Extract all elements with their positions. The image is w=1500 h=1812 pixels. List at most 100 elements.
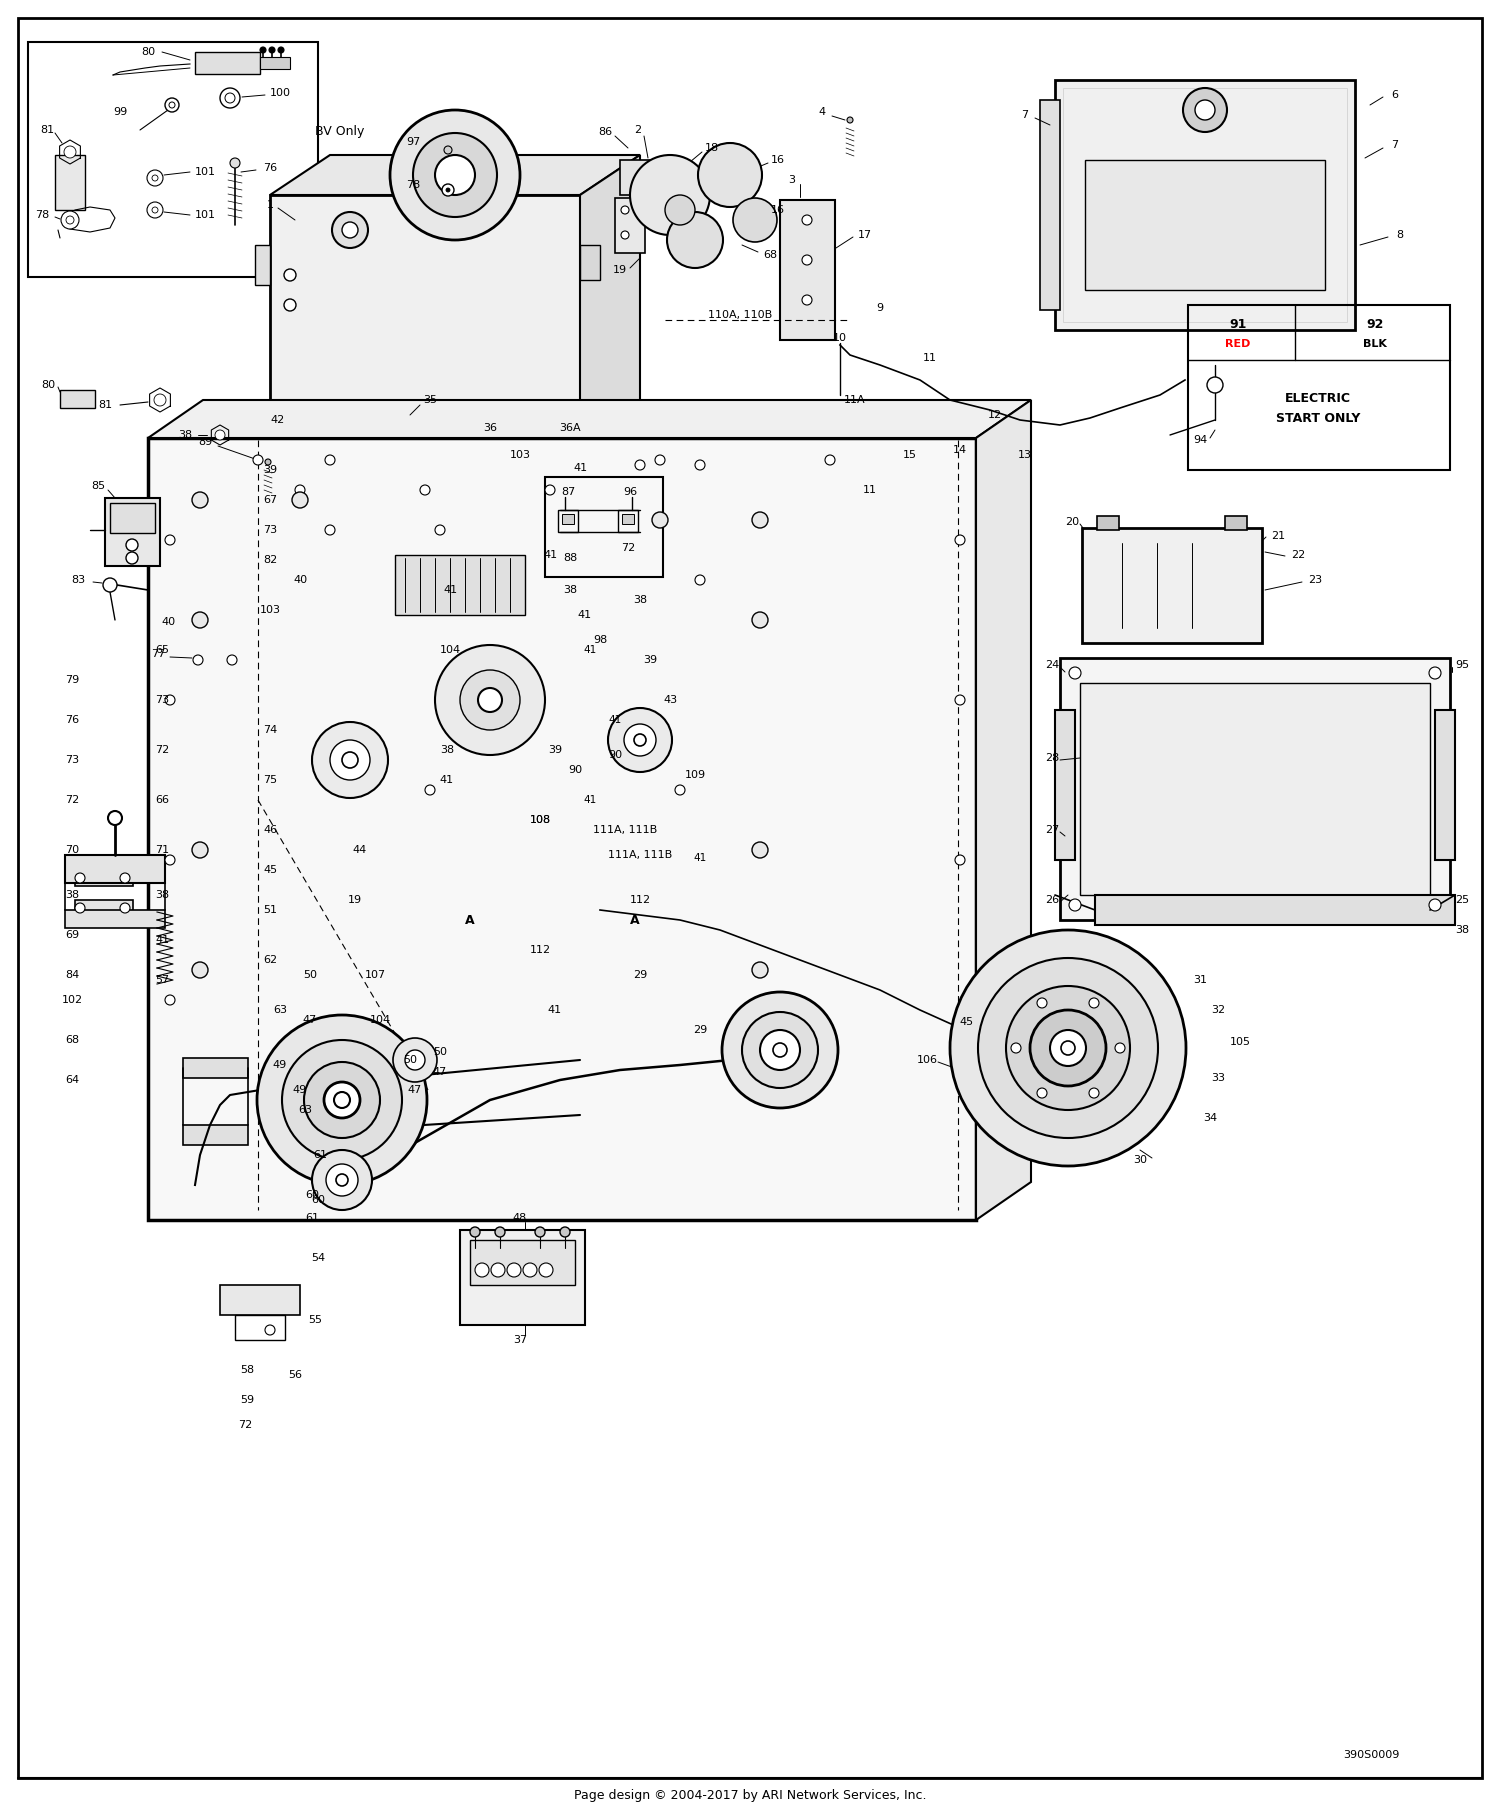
Circle shape xyxy=(495,1227,506,1238)
Text: 90: 90 xyxy=(608,750,622,759)
Text: 45: 45 xyxy=(960,1017,974,1027)
Circle shape xyxy=(652,513,668,527)
Circle shape xyxy=(424,785,435,795)
Circle shape xyxy=(260,47,266,53)
Bar xyxy=(394,554,525,614)
Circle shape xyxy=(1036,998,1047,1007)
Bar xyxy=(1080,683,1430,895)
Text: 41: 41 xyxy=(693,853,706,863)
Bar xyxy=(260,56,290,69)
Text: 41: 41 xyxy=(548,1006,562,1015)
Circle shape xyxy=(152,176,157,181)
Text: 41: 41 xyxy=(573,464,586,473)
Text: 42: 42 xyxy=(272,415,285,426)
Circle shape xyxy=(170,101,176,109)
Text: 41: 41 xyxy=(609,716,621,725)
Text: 108: 108 xyxy=(530,815,550,824)
Bar xyxy=(195,53,260,74)
Text: 99: 99 xyxy=(112,107,128,118)
Circle shape xyxy=(296,486,304,495)
Text: 16: 16 xyxy=(771,156,784,165)
Circle shape xyxy=(956,855,964,864)
Text: 109: 109 xyxy=(684,770,705,779)
Text: 41: 41 xyxy=(584,795,597,805)
Text: 41: 41 xyxy=(578,611,592,620)
Circle shape xyxy=(165,535,176,545)
Text: 6: 6 xyxy=(1392,91,1398,100)
Circle shape xyxy=(420,486,430,495)
Text: 111A, 111B: 111A, 111B xyxy=(592,824,657,835)
Circle shape xyxy=(490,1263,506,1277)
Text: 78: 78 xyxy=(34,210,50,219)
Bar xyxy=(236,1316,285,1341)
Text: 39: 39 xyxy=(262,466,278,475)
Circle shape xyxy=(336,1174,348,1187)
Circle shape xyxy=(220,89,240,109)
Text: 110A, 110B: 110A, 110B xyxy=(708,310,772,321)
Text: 39: 39 xyxy=(644,654,657,665)
Bar xyxy=(105,498,160,565)
Circle shape xyxy=(1089,1087,1100,1098)
Text: 91: 91 xyxy=(1230,319,1246,332)
Text: 63: 63 xyxy=(298,1105,312,1114)
Bar xyxy=(270,475,580,506)
Bar xyxy=(1082,527,1262,643)
Circle shape xyxy=(292,493,308,507)
Text: 38: 38 xyxy=(562,585,578,594)
Circle shape xyxy=(698,143,762,207)
Bar xyxy=(220,1285,300,1316)
Text: 2: 2 xyxy=(634,125,642,136)
Circle shape xyxy=(108,812,122,824)
Text: 23: 23 xyxy=(1308,574,1322,585)
Text: 71: 71 xyxy=(154,844,170,855)
Circle shape xyxy=(956,535,964,545)
Circle shape xyxy=(1060,1042,1076,1055)
Bar xyxy=(64,855,165,882)
Circle shape xyxy=(752,612,768,629)
Circle shape xyxy=(192,843,208,859)
Text: 11A: 11A xyxy=(844,395,865,406)
Circle shape xyxy=(165,995,176,1006)
Text: 54: 54 xyxy=(310,1254,326,1263)
Polygon shape xyxy=(270,156,640,196)
Text: 38: 38 xyxy=(178,429,192,440)
Circle shape xyxy=(304,1062,380,1138)
Circle shape xyxy=(266,458,272,466)
Circle shape xyxy=(152,207,157,214)
Circle shape xyxy=(326,455,334,466)
Circle shape xyxy=(435,525,445,535)
Text: 77: 77 xyxy=(152,649,165,660)
Circle shape xyxy=(120,873,130,882)
Text: 112: 112 xyxy=(530,946,550,955)
Text: 43: 43 xyxy=(663,696,676,705)
Text: 83: 83 xyxy=(70,574,86,585)
Text: 41: 41 xyxy=(442,585,458,594)
Text: 49: 49 xyxy=(273,1060,286,1071)
Text: 41: 41 xyxy=(154,935,170,946)
Text: 103: 103 xyxy=(510,449,531,460)
Bar xyxy=(1040,100,1060,310)
Circle shape xyxy=(560,1227,570,1238)
Text: 98: 98 xyxy=(592,634,608,645)
Circle shape xyxy=(62,210,80,228)
Bar xyxy=(64,910,165,928)
Text: 36A: 36A xyxy=(560,422,580,433)
Circle shape xyxy=(104,578,117,593)
Circle shape xyxy=(476,1263,489,1277)
Text: 28: 28 xyxy=(1046,754,1059,763)
Bar xyxy=(470,1239,574,1285)
Circle shape xyxy=(1050,1029,1086,1065)
Circle shape xyxy=(342,223,358,237)
Circle shape xyxy=(621,207,628,214)
Circle shape xyxy=(330,739,370,779)
Polygon shape xyxy=(580,156,640,475)
Bar xyxy=(148,439,977,1219)
Bar xyxy=(255,245,270,284)
Text: 103: 103 xyxy=(260,605,280,614)
Text: 107: 107 xyxy=(364,969,386,980)
Text: 72: 72 xyxy=(238,1421,252,1430)
Bar xyxy=(580,245,600,281)
Circle shape xyxy=(284,299,296,312)
Text: 50: 50 xyxy=(404,1055,417,1065)
Text: 390S0009: 390S0009 xyxy=(1344,1750,1400,1759)
